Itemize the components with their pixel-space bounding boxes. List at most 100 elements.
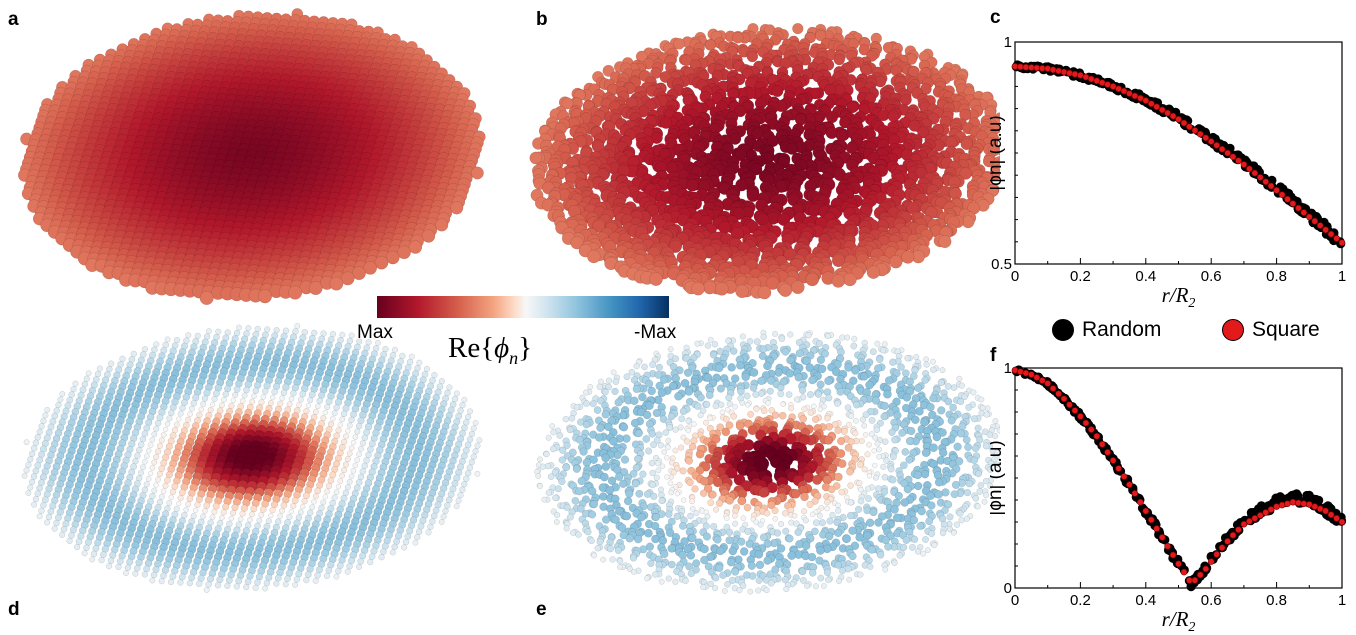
- particle: [286, 513, 293, 521]
- particle: [938, 235, 952, 249]
- particle: [587, 249, 601, 264]
- particle: [220, 509, 227, 516]
- particle: [333, 489, 340, 495]
- particle: [311, 329, 318, 336]
- particle: [702, 280, 717, 295]
- particle: [399, 352, 406, 360]
- particle: [416, 359, 423, 366]
- particle: [177, 494, 184, 502]
- particle: [352, 434, 359, 440]
- particle: [30, 445, 38, 452]
- particle: [149, 436, 156, 443]
- particle: [236, 324, 242, 331]
- particle: [299, 503, 306, 510]
- particle: [312, 408, 319, 415]
- particle: [222, 390, 230, 398]
- particle: [273, 327, 280, 334]
- particle: [280, 501, 288, 509]
- particle: [260, 393, 267, 400]
- particle: [297, 396, 304, 403]
- particle: [143, 481, 150, 488]
- particle: [151, 487, 158, 494]
- particle: [476, 437, 483, 444]
- particle: [27, 484, 34, 491]
- particle: [296, 402, 302, 408]
- particle: [192, 507, 199, 514]
- particle: [145, 476, 152, 482]
- particle: [866, 265, 881, 279]
- particle: [325, 398, 333, 405]
- particle: [154, 419, 162, 427]
- particle: [160, 432, 167, 438]
- particle: [291, 497, 299, 504]
- particle: [141, 346, 149, 353]
- particle: [350, 410, 357, 418]
- particle: [430, 512, 438, 520]
- particle: [155, 448, 162, 455]
- particle: [203, 502, 211, 509]
- particle: [344, 456, 351, 463]
- particle: [277, 513, 283, 520]
- particle: [221, 396, 227, 403]
- particle: [243, 386, 250, 394]
- particle: [472, 420, 479, 426]
- particle: [363, 428, 371, 436]
- particle: [352, 462, 359, 469]
- particle: [457, 492, 464, 499]
- particle: [363, 457, 370, 464]
- particle: [472, 448, 479, 455]
- particle: [435, 218, 449, 232]
- particle: [151, 431, 158, 438]
- particle: [299, 390, 307, 398]
- particle: [825, 126, 838, 140]
- particle: [346, 450, 353, 457]
- particle: [68, 391, 75, 398]
- particle: [367, 446, 374, 453]
- particle: [843, 272, 857, 287]
- particle: [27, 456, 34, 463]
- particle: [311, 499, 317, 505]
- particle: [345, 428, 351, 434]
- particle: [42, 412, 49, 419]
- particle: [258, 512, 265, 518]
- particle: [459, 486, 466, 493]
- particle: [344, 484, 351, 491]
- particle: [259, 506, 267, 513]
- particle: [286, 401, 293, 408]
- particle: [156, 470, 164, 478]
- particle: [466, 408, 474, 415]
- particle: [264, 326, 271, 333]
- particle: [445, 496, 453, 504]
- particle: [224, 329, 231, 336]
- particle: [136, 446, 143, 454]
- particle: [337, 422, 344, 428]
- particle: [32, 439, 40, 447]
- particle: [219, 402, 225, 409]
- particle: [72, 380, 79, 387]
- particle: [158, 493, 165, 500]
- particle: [134, 452, 141, 459]
- particle: [185, 332, 192, 339]
- particle: [138, 469, 145, 476]
- particle: [356, 451, 362, 458]
- particle: [176, 416, 182, 422]
- particle: [271, 388, 278, 396]
- particle: [805, 272, 820, 287]
- particle: [207, 406, 214, 414]
- particle: [156, 442, 163, 449]
- particle: [408, 353, 415, 360]
- particle: [194, 501, 201, 509]
- particle: [32, 467, 40, 475]
- particle: [453, 390, 460, 397]
- particle: [194, 332, 201, 340]
- particle: [268, 512, 274, 519]
- particle: [55, 401, 62, 409]
- particle: [153, 341, 160, 348]
- particle: [164, 336, 171, 343]
- particle: [341, 467, 348, 474]
- particle: [327, 420, 335, 428]
- particle: [139, 435, 147, 443]
- particle: [320, 499, 327, 506]
- particle: [470, 425, 477, 432]
- particle: [173, 505, 180, 513]
